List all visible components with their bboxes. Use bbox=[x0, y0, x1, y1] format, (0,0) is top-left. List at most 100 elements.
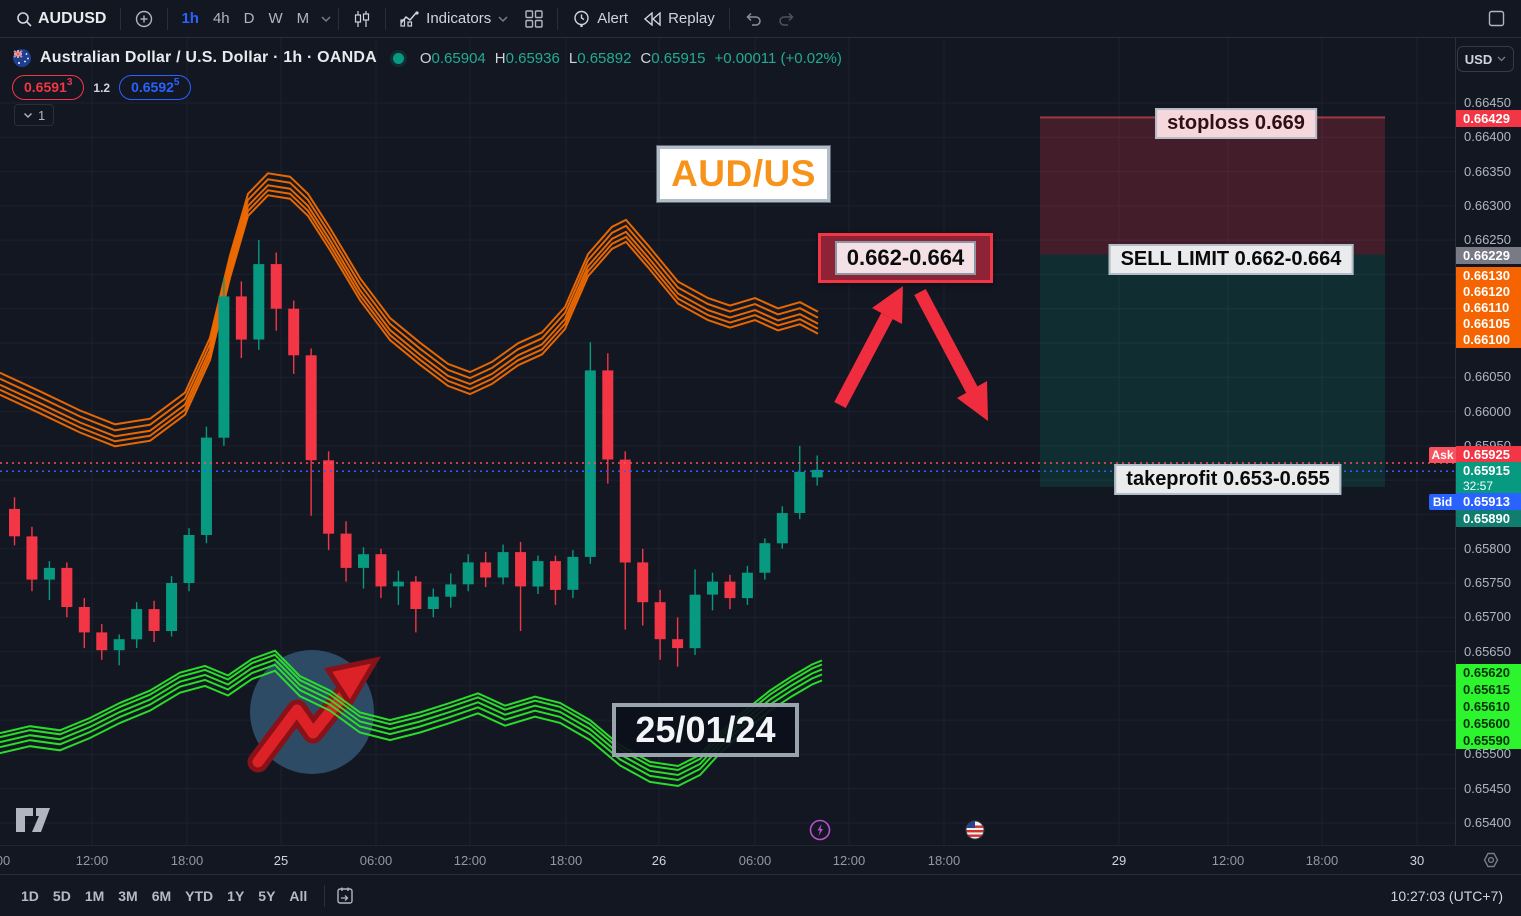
down-arrow-annotation bbox=[914, 288, 988, 421]
price-badge: 0.65925 bbox=[1456, 446, 1521, 463]
market-status-dot[interactable] bbox=[392, 52, 404, 64]
range-all[interactable]: All bbox=[289, 887, 308, 904]
time-tick-label: 12:00 bbox=[1211, 853, 1245, 868]
symbol-name: AUDUSD bbox=[38, 9, 107, 27]
indicators-button[interactable]: Indicators bbox=[392, 6, 517, 32]
tf-1h[interactable]: 1h bbox=[181, 10, 199, 27]
panel-layout-button[interactable] bbox=[1480, 6, 1513, 31]
indicators-chevron-icon bbox=[498, 15, 508, 22]
tf-4h[interactable]: 4h bbox=[212, 10, 230, 27]
time-tick-label: 18:00 bbox=[170, 853, 204, 868]
time-tick-label: 30 bbox=[1409, 853, 1425, 868]
candlestick-icon bbox=[355, 10, 370, 27]
range-5d[interactable]: 5D bbox=[52, 887, 71, 904]
buy-price-button[interactable]: 0.6592 5 bbox=[119, 75, 192, 100]
plus-circle-icon bbox=[136, 10, 153, 27]
replay-button[interactable]: Replay bbox=[636, 6, 723, 31]
range-1d[interactable]: 1D bbox=[21, 887, 39, 904]
toolbar-divider bbox=[167, 7, 169, 30]
date-annotation[interactable]: 25/01/24 bbox=[612, 703, 799, 757]
symbol-title[interactable]: Australian Dollar / U.S. Dollar · 1h · O… bbox=[40, 49, 377, 66]
range-1m[interactable]: 1M bbox=[84, 887, 105, 904]
price-tick-label: 0.65400 bbox=[1464, 814, 1511, 830]
bid-ask-row: 0.6591 3 1.2 0.6592 5 bbox=[12, 75, 192, 100]
time-tick-label: 29 bbox=[1111, 853, 1127, 868]
brand-logo bbox=[247, 650, 382, 774]
entry-range-text: 0.662-0.664 bbox=[834, 241, 977, 275]
price-tick-label: 0.65500 bbox=[1464, 746, 1511, 762]
alert-button[interactable]: Alert bbox=[564, 5, 636, 32]
price-badge: 0.66429 bbox=[1456, 110, 1521, 127]
time-tick-label: 25 bbox=[273, 853, 289, 868]
pair-annotation[interactable]: AUD/US bbox=[657, 146, 830, 202]
toolbar-divider bbox=[120, 7, 122, 30]
toolbar-divider bbox=[728, 7, 730, 30]
axis-settings-gear-icon[interactable] bbox=[1482, 851, 1500, 869]
range-6m[interactable]: 6M bbox=[151, 887, 172, 904]
entry-range-annotation[interactable]: 0.662-0.664 bbox=[818, 233, 993, 283]
tf-m[interactable]: M bbox=[296, 10, 310, 27]
time-tick-label: 18:00 bbox=[1305, 853, 1339, 868]
object-tree-collapse-button[interactable]: 1 bbox=[14, 104, 55, 126]
goto-date-icon[interactable] bbox=[335, 886, 355, 906]
price-tick-label: 0.66450 bbox=[1464, 95, 1511, 110]
undo-icon bbox=[746, 12, 761, 26]
upper-ma-ribbon bbox=[0, 178, 819, 432]
price-badge: 0.65620 bbox=[1456, 664, 1521, 681]
alert-label: Alert bbox=[597, 10, 629, 27]
bid-chip: Bid bbox=[1429, 494, 1456, 510]
collapse-count: 1 bbox=[38, 107, 46, 123]
time-tick-label: 18:00 bbox=[549, 853, 583, 868]
range-3m[interactable]: 3M bbox=[118, 887, 138, 904]
replay-icon bbox=[644, 11, 661, 26]
price-tick-label: 0.66000 bbox=[1464, 403, 1511, 419]
time-tick-label: 12:00 bbox=[453, 853, 487, 868]
ask-chip: Ask bbox=[1429, 447, 1456, 463]
price-tick-label: 0.65650 bbox=[1464, 643, 1511, 659]
toolbar-divider bbox=[338, 7, 340, 30]
price-scale[interactable]: 0.66450 0.66400 0.66350 0.66300 0.66250 0.660… bbox=[1429, 38, 1521, 845]
sell-limit-annotation[interactable]: SELL LIMIT 0.662-0.664 bbox=[1108, 244, 1354, 275]
range-5y[interactable]: 5Y bbox=[258, 887, 276, 904]
time-tick-label: 06:00 bbox=[359, 853, 393, 868]
session-clock[interactable]: 10:27:03 (UTC+7) bbox=[1390, 887, 1503, 904]
upper-ma-ribbon bbox=[0, 194, 819, 448]
us-flag-event-icon bbox=[965, 820, 985, 840]
low-value: 0.65892 bbox=[577, 49, 632, 67]
undo-button[interactable] bbox=[736, 8, 770, 30]
sell-price-button[interactable]: 0.6591 3 bbox=[12, 75, 85, 100]
grid-layout-icon bbox=[525, 9, 543, 28]
chevron-down-icon bbox=[24, 112, 32, 118]
search-icon bbox=[17, 11, 32, 27]
timeframe-chevron-icon[interactable] bbox=[320, 15, 332, 23]
time-tick-label: 26 bbox=[651, 853, 667, 868]
tf-d[interactable]: D bbox=[243, 10, 255, 27]
upper-ma-ribbon bbox=[0, 184, 819, 438]
upper-ma-ribbon bbox=[0, 189, 819, 443]
range-1y[interactable]: 1Y bbox=[227, 887, 245, 904]
stoploss-annotation[interactable]: stoploss 0.669 bbox=[1155, 108, 1317, 139]
price-tick-label: 0.66050 bbox=[1464, 369, 1511, 385]
symbol-search-button[interactable]: AUDUSD bbox=[8, 6, 114, 32]
time-axis[interactable]: 00 12:00 18:00 25 06:00 12:00 18:00 26 06:00 12:0… bbox=[0, 845, 1521, 874]
tf-w[interactable]: W bbox=[268, 10, 283, 27]
time-tick-label: 00 bbox=[0, 853, 11, 868]
redo-button[interactable] bbox=[770, 8, 804, 30]
price-badge: 0.66105 bbox=[1456, 315, 1521, 332]
price-tick-label: 0.65450 bbox=[1464, 780, 1511, 796]
takeprofit-annotation[interactable]: takeprofit 0.653-0.655 bbox=[1114, 464, 1342, 495]
open-value: 0.65904 bbox=[431, 49, 486, 67]
chart-pane[interactable]: AUD/US 0.662-0.664 25/01/24 stoploss 0.6… bbox=[0, 38, 1456, 845]
alert-clock-icon bbox=[574, 10, 589, 27]
price-badge: 0.65890 bbox=[1456, 510, 1521, 527]
layout-templates-button[interactable] bbox=[517, 6, 551, 32]
compare-add-button[interactable] bbox=[127, 6, 161, 32]
chart-style-button[interactable] bbox=[345, 6, 379, 32]
range-ytd[interactable]: YTD bbox=[185, 887, 214, 904]
currency-selector[interactable]: USD bbox=[1457, 46, 1514, 72]
top-toolbar: AUDUSD 1h 4h D W M Indicators bbox=[0, 0, 1521, 38]
price-badge: 0.65915 32:57 bbox=[1456, 462, 1521, 495]
profit-zone bbox=[1040, 254, 1385, 487]
price-tick-label: 0.66350 bbox=[1464, 163, 1511, 179]
